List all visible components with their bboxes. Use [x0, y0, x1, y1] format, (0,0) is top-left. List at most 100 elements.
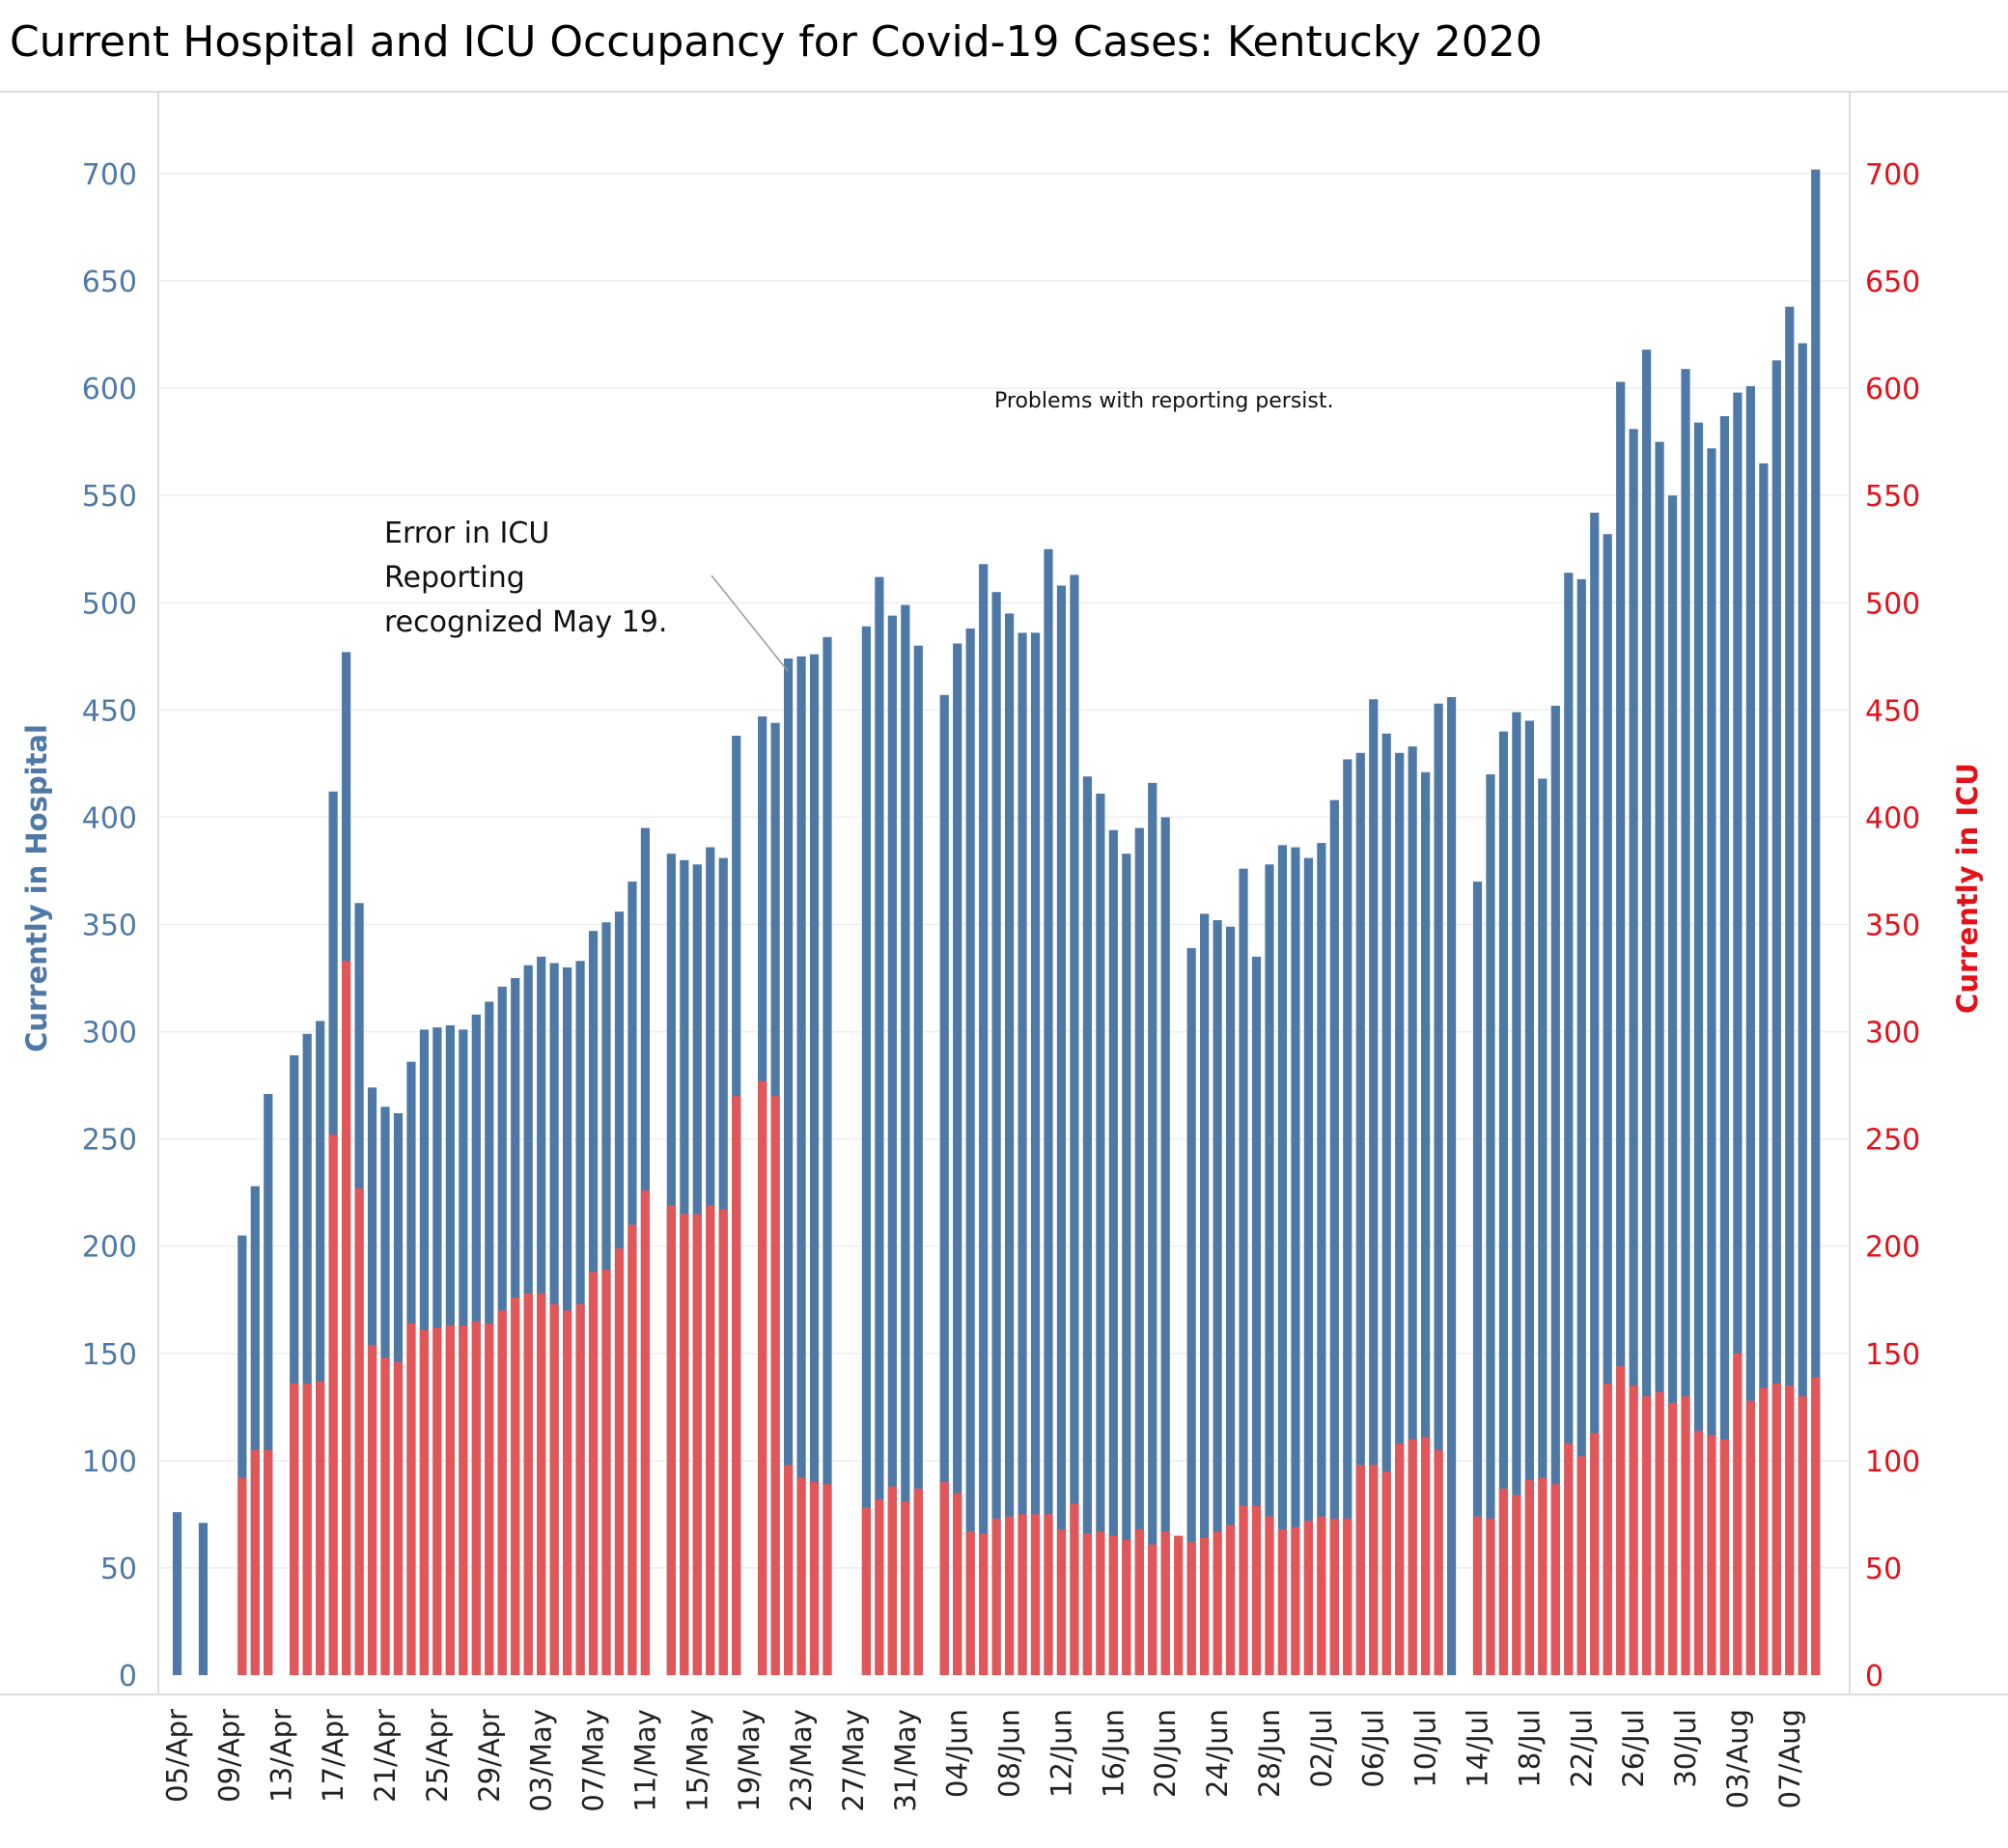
icu-bar: [706, 1205, 715, 1675]
icu-bar: [485, 1323, 494, 1675]
icu-bar: [459, 1325, 468, 1675]
hospital-bar: [1785, 306, 1795, 1676]
hospital-bar: [1798, 343, 1807, 1675]
hospital-bar: [1277, 845, 1288, 1675]
x-tick-label: 14/Jul: [1462, 1709, 1494, 1788]
y-right-tick-label: 400: [1865, 801, 1920, 835]
hospital-bar: [1018, 632, 1027, 1675]
hospital-bar: [264, 1093, 273, 1675]
icu-bar: [1798, 1396, 1807, 1675]
icu-bar: [1616, 1366, 1626, 1675]
annotation-icu-error-line1: Error in ICU: [384, 517, 549, 550]
icu-bar: [1277, 1528, 1288, 1675]
icu-bar: [575, 1303, 585, 1675]
hospital-bar: [302, 1033, 312, 1675]
icu-bar: [913, 1488, 923, 1675]
hospital-bar: [1629, 429, 1638, 1676]
icu-bar: [1160, 1531, 1170, 1675]
x-tick-label: 17/Apr: [317, 1709, 349, 1803]
hospital-bar: [1343, 759, 1353, 1675]
icu-bar: [1603, 1383, 1612, 1675]
icu-bar: [770, 1096, 780, 1675]
hospital-bar: [316, 1021, 325, 1675]
icu-bar: [302, 1383, 312, 1675]
x-tick-label: 23/May: [785, 1709, 818, 1812]
icu-bar: [1303, 1521, 1313, 1675]
icu-bar: [1524, 1479, 1534, 1675]
icu-bar: [1004, 1516, 1015, 1675]
icu-bar: [692, 1214, 702, 1675]
hospital-bar: [991, 592, 1001, 1675]
x-tick-label: 22/Jul: [1565, 1709, 1598, 1788]
x-tick-label: 03/Aug: [1721, 1709, 1754, 1808]
hospital-bar: [250, 1186, 260, 1675]
chart-title: Current Hospital and ICU Occupancy for C…: [10, 17, 1543, 67]
hospital-bar: [1186, 947, 1196, 1675]
y-left-tick-label: 700: [82, 158, 137, 192]
icu-bar: [1759, 1387, 1769, 1675]
hospital-bar: [1122, 854, 1131, 1675]
y-left-tick-label: 650: [82, 266, 137, 299]
y-left-tick-label: 450: [82, 694, 137, 728]
icu-bar: [680, 1214, 689, 1675]
y-right-tick-label: 300: [1865, 1017, 1920, 1050]
icu-bar: [1265, 1516, 1274, 1675]
icu-bar: [718, 1209, 728, 1675]
icu-bar: [1434, 1449, 1443, 1675]
hospital-bar: [1225, 926, 1236, 1675]
y-left-tick-label: 600: [82, 373, 137, 406]
y-axis-left-label: Currently in Hospital: [20, 724, 53, 1052]
hospital-bar: [953, 643, 962, 1675]
icu-bar: [1355, 1465, 1365, 1675]
hospital-bar: [1434, 703, 1443, 1675]
icu-bar: [1707, 1435, 1716, 1675]
icu-bar: [1745, 1400, 1755, 1675]
hospital-bar: [1044, 548, 1053, 1675]
icu-bar: [875, 1498, 884, 1675]
hospital-bar: [875, 576, 884, 1675]
icu-bar: [1811, 1377, 1821, 1675]
hospital-bar: [1070, 574, 1079, 1675]
icu-bar: [1733, 1353, 1743, 1675]
x-tick-label: 31/May: [889, 1709, 922, 1812]
hospital-bar: [290, 1055, 299, 1675]
y-left-tick-label: 250: [82, 1124, 137, 1158]
icu-bar: [1225, 1525, 1236, 1675]
icu-bar: [1044, 1514, 1053, 1675]
hospital-bar: [1369, 699, 1379, 1675]
icu-bar: [419, 1330, 430, 1675]
hospital-bar: [1719, 416, 1730, 1675]
hospital-bar: [1603, 534, 1612, 1676]
icu-bar: [1343, 1518, 1353, 1675]
icu-bar: [432, 1328, 442, 1675]
hospital-bar: [1160, 817, 1170, 1675]
hospital-bar: [1030, 632, 1041, 1675]
icu-bar: [445, 1325, 455, 1675]
axis-ticks: 0 0 50 50 100 100 150 150 200 200 250 250 300 300 350 3…: [82, 158, 1921, 1812]
hospital-bar: [1498, 731, 1509, 1675]
y-left-tick-label: 200: [82, 1231, 137, 1265]
icu-bar: [342, 961, 351, 1675]
x-tick-label: 29/Apr: [473, 1709, 506, 1803]
icu-bar: [1018, 1514, 1027, 1675]
icu-bar: [1186, 1542, 1196, 1675]
y-right-tick-label: 450: [1865, 694, 1920, 728]
hospital-bar: [1408, 746, 1417, 1675]
icu-bar: [1719, 1439, 1730, 1675]
icu-bar: [1070, 1503, 1079, 1675]
icu-bar: [393, 1361, 404, 1675]
icu-bar: [316, 1381, 325, 1675]
y-left-tick-label: 550: [82, 480, 137, 514]
hospital-bar: [1251, 956, 1262, 1675]
icu-bar: [1213, 1531, 1222, 1675]
icu-bar: [1096, 1531, 1105, 1675]
icu-bar: [1369, 1465, 1379, 1675]
annotation-icu-error-line2: Reporting: [384, 561, 525, 595]
hospital-bar: [1108, 829, 1118, 1675]
x-tick-label: 16/Jun: [1097, 1709, 1130, 1798]
icu-bar: [887, 1486, 897, 1675]
icu-bar: [939, 1482, 949, 1675]
icu-bar: [1655, 1391, 1664, 1675]
x-tick-label: 18/Jul: [1513, 1709, 1546, 1788]
